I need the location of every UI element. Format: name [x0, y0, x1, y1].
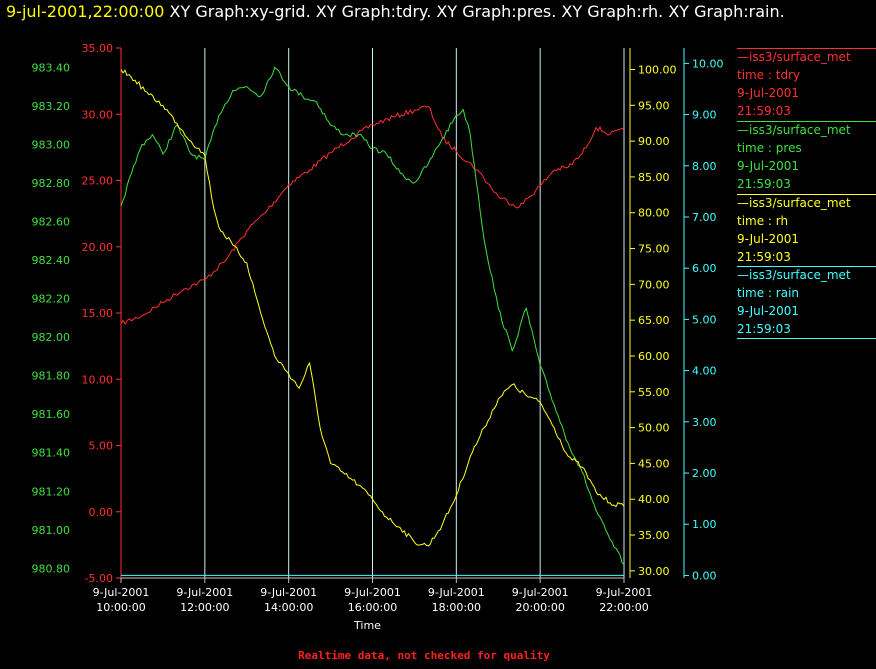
legend-time: 21:59:03 — [737, 250, 791, 264]
rh-tick-label: 45.00 — [638, 457, 670, 470]
rain-tick-label: 10.00 — [692, 57, 724, 70]
rh-tick-label: 50.00 — [638, 422, 670, 435]
legend-date: 9-Jul-2001 — [737, 86, 799, 100]
legend-separator — [737, 194, 876, 195]
rain-tick-label: 9.00 — [692, 109, 717, 122]
pres-tick-label: 981.20 — [32, 485, 71, 498]
rh-tick-label: 90.00 — [638, 135, 670, 148]
legend-date: 9-Jul-2001 — [737, 159, 799, 173]
pres-tick-label: 983.40 — [32, 61, 71, 74]
legend-field: time : pres — [737, 141, 802, 155]
legend-source: —iss3/surface_met — [737, 50, 851, 64]
legend-source: —iss3/surface_met — [737, 268, 851, 282]
legend-field: time : rain — [737, 286, 800, 300]
rh-tick-label: 55.00 — [638, 386, 670, 399]
pres-tick-label: 982.00 — [32, 331, 71, 344]
rain-tick-label: 6.00 — [692, 262, 717, 275]
rh-tick-label: 85.00 — [638, 171, 670, 184]
legend-field: time : tdry — [737, 68, 801, 82]
quality-note: Realtime data, not checked for quality — [298, 649, 550, 662]
rain-tick-label: 4.00 — [692, 365, 717, 378]
pres-tick-label: 982.40 — [32, 254, 71, 267]
pres-tick-label: 983.00 — [32, 138, 71, 151]
x-tick-date: 9-Jul-2001 — [260, 586, 317, 599]
x-tick-date: 9-Jul-2001 — [596, 586, 653, 599]
rh-tick-label: 30.00 — [638, 565, 670, 578]
rain-tick-label: 8.00 — [692, 160, 717, 173]
legend-entry-rain: —iss3/surface_met time : rain 9-Jul-2001… — [737, 266, 876, 339]
rh-tick-label: 60.00 — [638, 350, 670, 363]
legend-field: time : rh — [737, 214, 789, 228]
rh-tick-label: 95.00 — [638, 99, 670, 112]
x-tick-date: 9-Jul-2001 — [512, 586, 569, 599]
x-tick-time: 22:00:00 — [599, 601, 648, 614]
legend-entry-tdry: —iss3/surface_met time : tdry 9-Jul-2001… — [737, 48, 876, 120]
legend-separator — [737, 48, 876, 49]
pres-tick-label: 983.20 — [32, 100, 71, 113]
pres-tick-label: 981.60 — [32, 408, 71, 421]
legend-entry-pres: —iss3/surface_met time : pres 9-Jul-2001… — [737, 121, 876, 193]
pres-tick-label: 982.60 — [32, 215, 71, 228]
rh-tick-label: 80.00 — [638, 207, 670, 220]
rh-tick-label: 40.00 — [638, 493, 670, 506]
tdry-tick-label: 20.00 — [82, 241, 114, 254]
legend-source: —iss3/surface_met — [737, 123, 851, 137]
x-tick-date: 9-Jul-2001 — [93, 586, 150, 599]
tdry-tick-label: 10.00 — [82, 373, 114, 386]
x-tick-time: 12:00:00 — [180, 601, 229, 614]
pres-tick-label: 982.80 — [32, 177, 71, 190]
legend-separator — [737, 338, 876, 339]
pres-tick-label: 981.80 — [32, 370, 71, 383]
pres-tick-label: 981.40 — [32, 447, 71, 460]
legend-separator — [737, 266, 876, 267]
rh-tick-label: 100.00 — [638, 63, 677, 76]
pres-tick-label: 980.80 — [32, 562, 71, 575]
tdry-tick-label: 30.00 — [82, 108, 114, 121]
x-tick-date: 9-Jul-2001 — [428, 586, 485, 599]
rain-tick-label: 5.00 — [692, 313, 717, 326]
series-pres-line — [120, 66, 625, 565]
x-tick-time: 14:00:00 — [264, 601, 313, 614]
x-tick-time: 16:00:00 — [348, 601, 397, 614]
rh-tick-label: 65.00 — [638, 314, 670, 327]
tdry-tick-label: 35.00 — [82, 42, 114, 55]
pres-tick-label: 982.20 — [32, 293, 71, 306]
rh-tick-label: 35.00 — [638, 529, 670, 542]
header-graphs: XY Graph:xy-grid. XY Graph:tdry. XY Grap… — [169, 2, 785, 21]
rain-tick-label: 3.00 — [692, 416, 717, 429]
legend-date: 9-Jul-2001 — [737, 304, 799, 318]
x-tick-time: 18:00:00 — [432, 601, 481, 614]
x-axis-label: Time — [353, 619, 381, 632]
tdry-tick-label: 15.00 — [82, 307, 114, 320]
legend-entry-rh: —iss3/surface_met time : rh 9-Jul-2001 2… — [737, 194, 876, 266]
rain-tick-label: 2.00 — [692, 467, 717, 480]
x-tick-time: 10:00:00 — [96, 601, 145, 614]
rain-tick-label: 7.00 — [692, 211, 717, 224]
series-tdry-line — [120, 105, 625, 326]
header-title: 9-jul-2001,22:00:00 XY Graph:xy-grid. XY… — [6, 1, 785, 23]
legend-time: 21:59:03 — [737, 104, 791, 118]
x-tick-time: 20:00:00 — [515, 601, 564, 614]
tdry-tick-label: 0.00 — [89, 506, 114, 519]
legend-source: —iss3/surface_met — [737, 196, 851, 210]
tdry-tick-label: -5.00 — [85, 572, 113, 585]
legend-time: 21:59:03 — [737, 177, 791, 191]
rain-tick-label: 0.00 — [692, 569, 717, 582]
rh-tick-label: 75.00 — [638, 243, 670, 256]
legend-date: 9-Jul-2001 — [737, 232, 799, 246]
rain-tick-label: 1.00 — [692, 518, 717, 531]
series-rh-line — [120, 69, 625, 547]
rh-tick-label: 70.00 — [638, 278, 670, 291]
tdry-tick-label: 5.00 — [89, 440, 114, 453]
pres-tick-label: 981.00 — [32, 524, 71, 537]
tdry-tick-label: 25.00 — [82, 175, 114, 188]
header-timestamp: 9-jul-2001,22:00:00 — [6, 2, 165, 21]
legend-separator — [737, 121, 876, 122]
legend-time: 21:59:03 — [737, 322, 791, 336]
x-tick-date: 9-Jul-2001 — [176, 586, 233, 599]
x-tick-date: 9-Jul-2001 — [344, 586, 401, 599]
